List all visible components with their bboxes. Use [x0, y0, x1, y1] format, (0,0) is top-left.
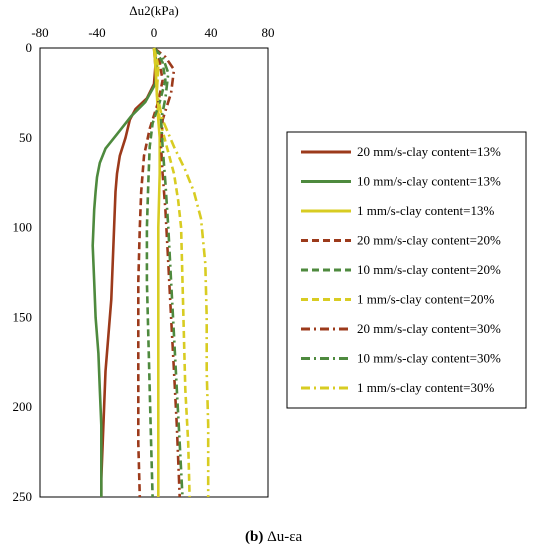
y-tick-label: 0 — [26, 40, 33, 55]
legend-label-3: 1 mm/s-clay content=13% — [357, 203, 494, 218]
series-line-9 — [152, 47, 210, 497]
y-tick-label: 250 — [13, 489, 33, 504]
x-tick-label: -40 — [88, 25, 105, 40]
legend-label-6: 1 mm/s-clay content=20% — [357, 292, 494, 307]
y-tick-label: 100 — [13, 220, 33, 235]
legend-label-1: 20 mm/s-clay content=13% — [357, 144, 501, 159]
x-ticks: -80 -40 0 40 80 — [31, 25, 274, 40]
y-ticks: 0 50 100 150 200 250 — [13, 40, 33, 504]
legend-label-5: 10 mm/s-clay content=20% — [357, 262, 501, 277]
series-line-4 — [137, 47, 164, 498]
legend-label-2: 10 mm/s-clay content=13% — [357, 174, 501, 189]
series-line-1 — [100, 47, 157, 497]
x-tick-label: 80 — [262, 25, 275, 40]
x-axis-title: Δu2(kPa) — [129, 3, 179, 18]
series-line-5 — [145, 47, 167, 498]
series-line-8 — [153, 47, 184, 498]
caption: (b) Δu-εa — [245, 529, 303, 545]
legend-label-4: 20 mm/s-clay content=20% — [357, 233, 501, 248]
series-line-2 — [91, 47, 159, 497]
x-tick-label: 40 — [205, 25, 218, 40]
series-line-7 — [153, 46, 181, 498]
series-line-3 — [152, 47, 161, 497]
y-tick-label: 150 — [13, 309, 33, 324]
y-tick-label: 50 — [19, 130, 32, 145]
legend-label-7: 20 mm/s-clay content=30% — [357, 321, 501, 336]
y-tick-label: 200 — [13, 399, 33, 414]
caption-label: (b) — [245, 529, 263, 545]
legend-label-9: 1 mm/s-clay content=30% — [357, 380, 494, 395]
series-lines — [91, 46, 210, 498]
x-tick-label: 0 — [151, 25, 158, 40]
legend-label-8: 10 mm/s-clay content=30% — [357, 351, 501, 366]
caption-text: Δu-εa — [263, 529, 302, 545]
legend: 20 mm/s-clay content=13% 10 mm/s-clay con… — [286, 131, 527, 409]
x-tick-label: -80 — [31, 25, 48, 40]
